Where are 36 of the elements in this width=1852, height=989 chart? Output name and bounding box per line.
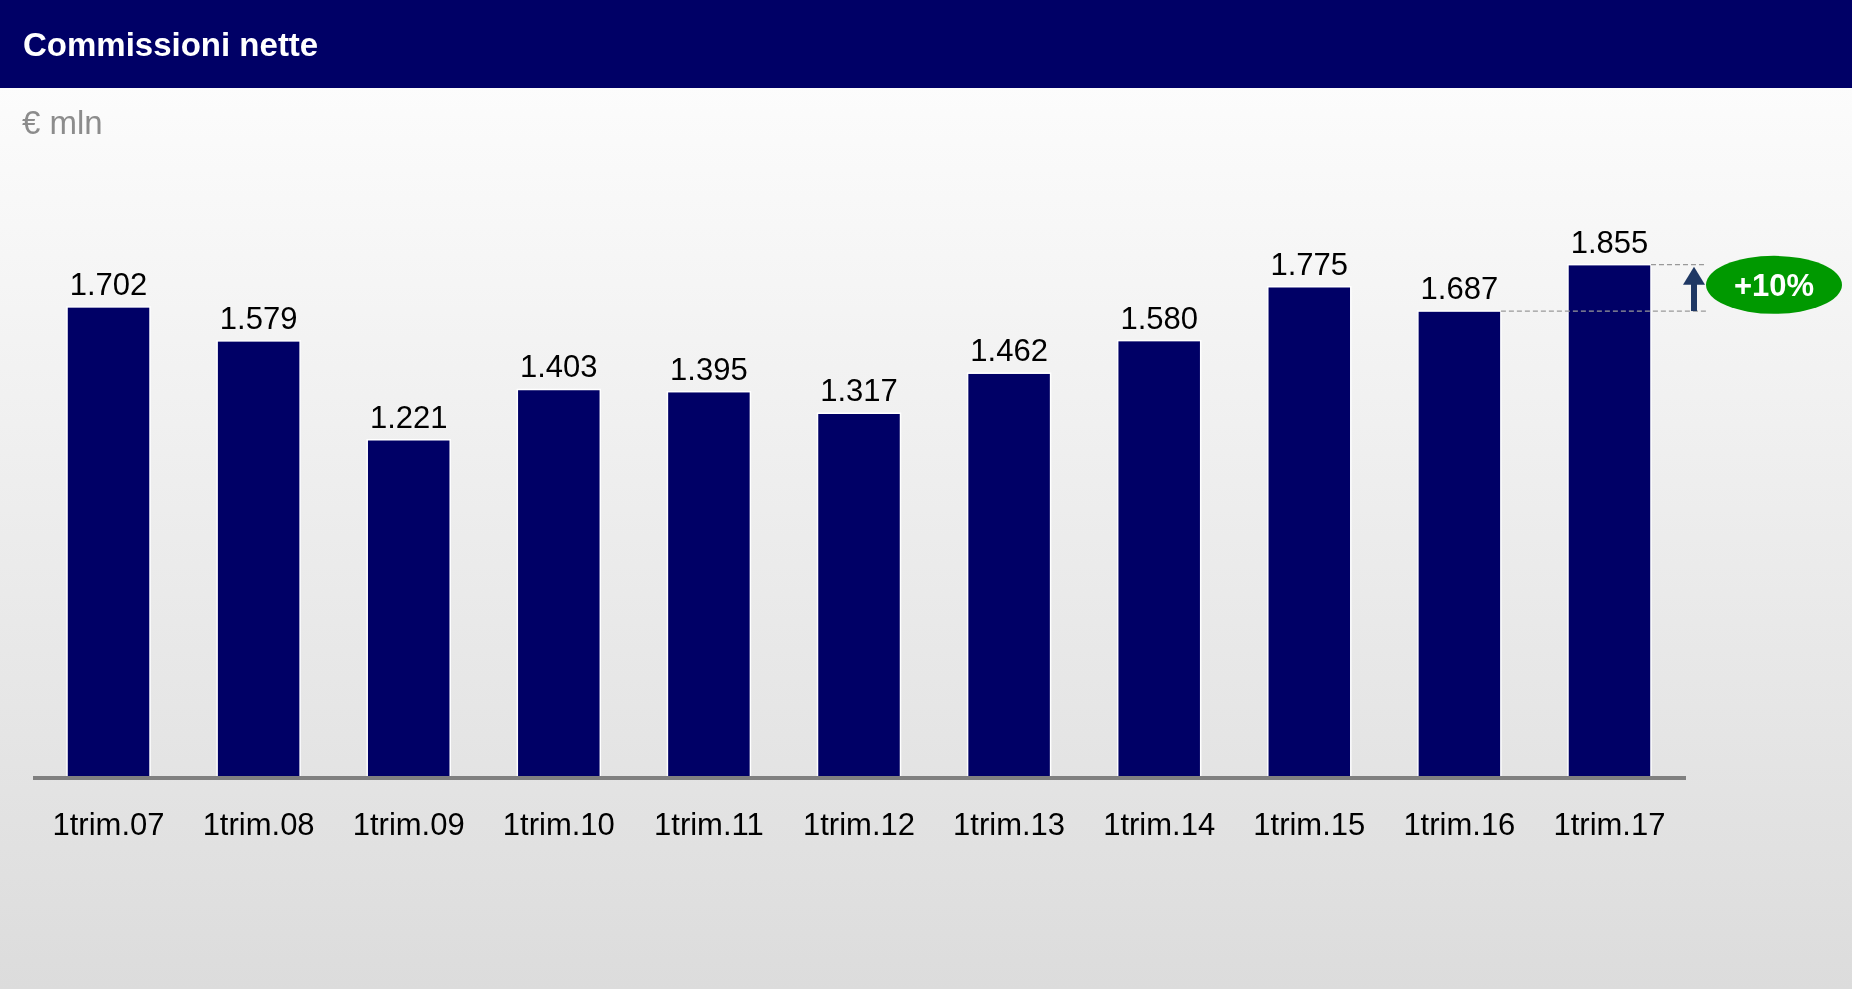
bar — [216, 340, 301, 778]
x-tick-label: 1trim.15 — [1253, 807, 1366, 842]
bar — [66, 306, 151, 778]
bar — [1567, 263, 1652, 778]
data-label: 1.687 — [1420, 271, 1499, 307]
x-tick-label: 1trim.10 — [502, 807, 615, 842]
bar — [366, 439, 451, 778]
data-label: 1.775 — [1270, 246, 1349, 282]
x-tick-label: 1trim.13 — [953, 807, 1066, 842]
x-tick-label: 1trim.14 — [1103, 807, 1216, 842]
chart-title: Commissioni nette — [23, 26, 319, 63]
x-tick-label: 1trim.11 — [654, 807, 764, 842]
data-label: 1.579 — [219, 300, 298, 336]
data-label: 1.462 — [970, 333, 1048, 369]
data-label: 1.855 — [1570, 224, 1649, 260]
data-label: 1.580 — [1120, 300, 1198, 336]
bar — [816, 412, 902, 778]
data-label: 1.317 — [820, 373, 898, 409]
y-axis-title: € mln — [22, 104, 103, 141]
bar — [516, 388, 602, 778]
bar — [666, 390, 752, 778]
x-tick-label: 1trim.09 — [352, 807, 465, 842]
bar — [966, 372, 1052, 778]
bar — [1417, 310, 1502, 778]
data-label: 1.221 — [369, 399, 448, 435]
text: +10% — [1733, 267, 1815, 303]
x-tick-label: 1trim.07 — [52, 807, 165, 842]
data-label: 1.403 — [520, 349, 598, 385]
bar — [1267, 286, 1352, 778]
x-tick-label: 1trim.08 — [202, 807, 315, 842]
bar — [1116, 339, 1202, 778]
data-label: 1.395 — [670, 351, 748, 387]
x-tick-label: 1trim.16 — [1403, 807, 1516, 842]
data-label: 1.702 — [69, 266, 148, 302]
x-tick-label: 1trim.17 — [1553, 807, 1666, 842]
x-tick-label: 1trim.12 — [803, 807, 915, 842]
